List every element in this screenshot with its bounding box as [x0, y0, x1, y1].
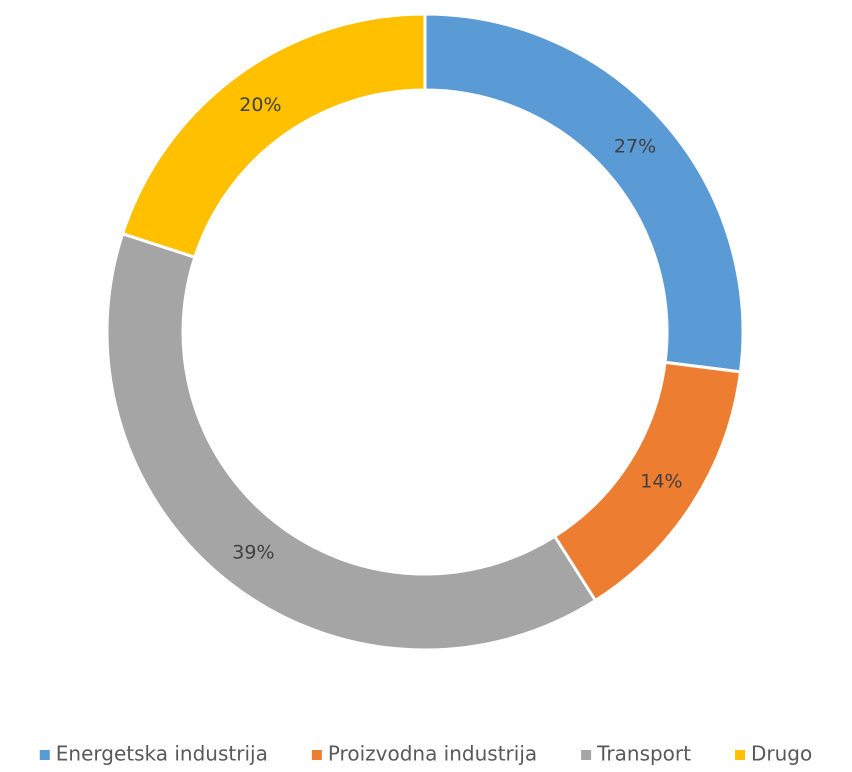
donut-segment: [105, 231, 598, 652]
legend-swatch: [734, 750, 745, 760]
donut-segment: [120, 12, 427, 260]
legend: Energetska industrija Proizvodna industri…: [39, 742, 812, 766]
legend-swatch: [581, 750, 592, 760]
donut-segment: [423, 12, 745, 374]
data-label: 27%: [614, 135, 656, 157]
legend-label: Proizvodna industrija: [328, 742, 537, 766]
data-label: 39%: [232, 542, 274, 564]
legend-label: Transport: [596, 742, 691, 766]
legend-label: Drugo: [751, 742, 812, 766]
legend-swatch: [39, 750, 50, 760]
data-label: 14%: [640, 471, 682, 493]
legend-swatch: [311, 750, 322, 760]
data-label: 20%: [239, 94, 281, 116]
legend-label: Energetska industrija: [56, 742, 268, 766]
